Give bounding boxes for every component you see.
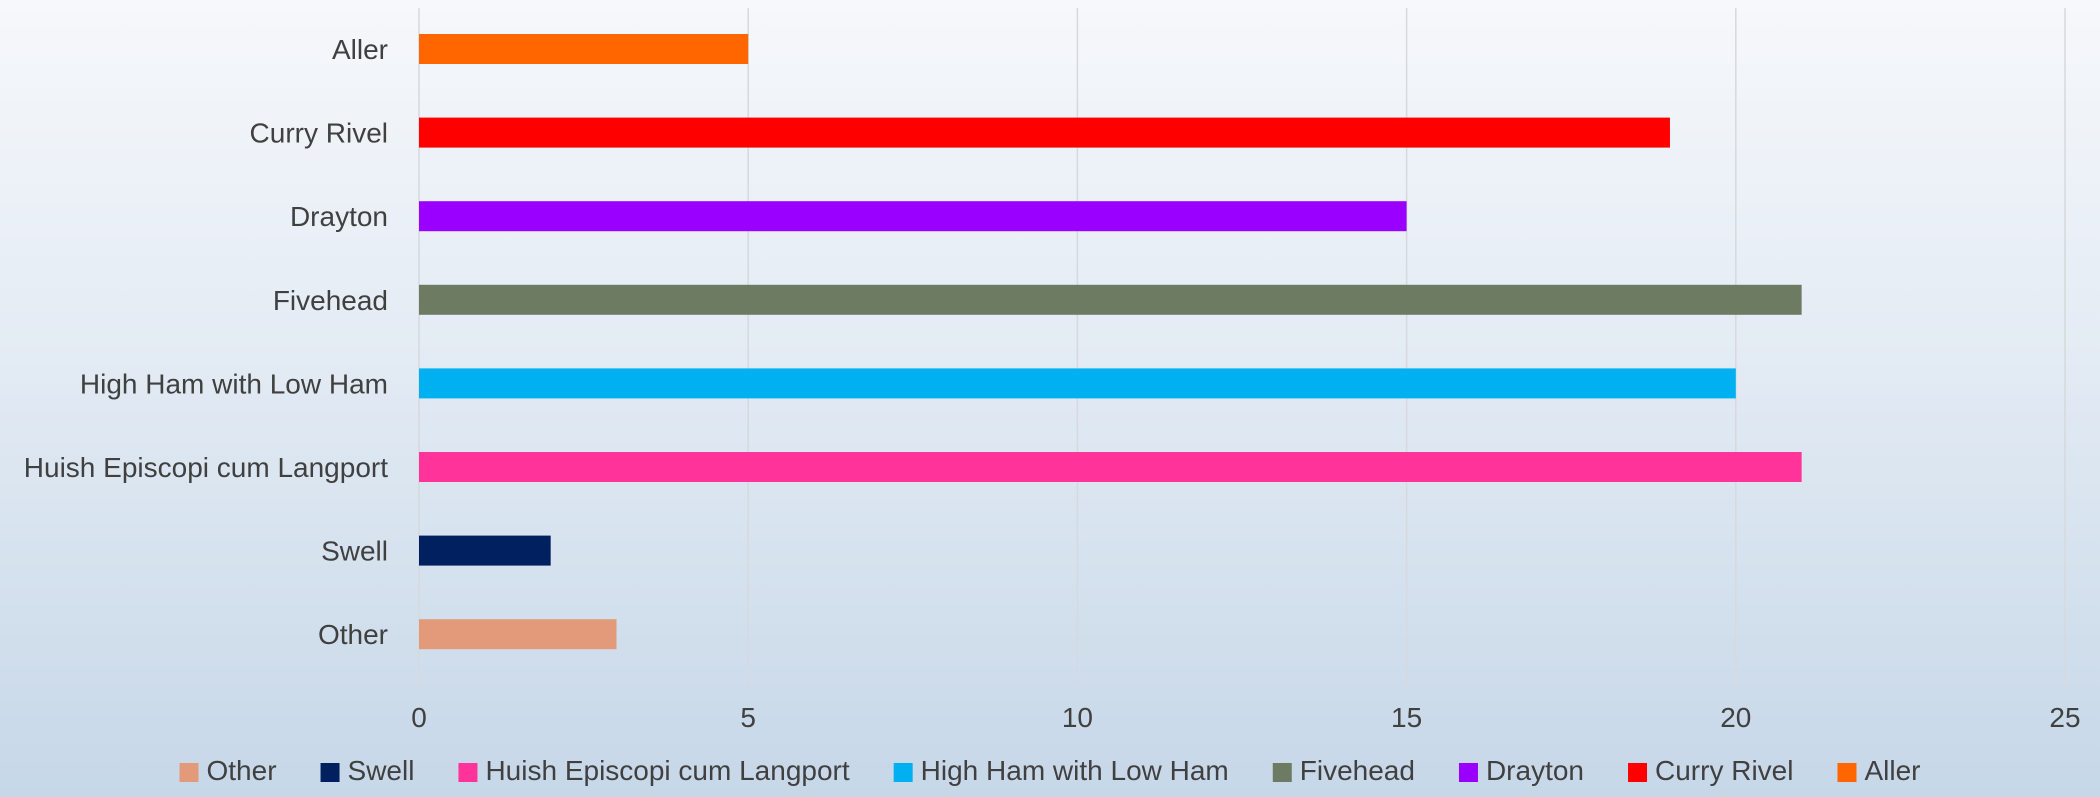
legend-item-huish-episcopi-cum-langport: Huish Episcopi cum Langport	[458, 755, 850, 786]
bar-huish-episcopi-cum-langport	[419, 452, 1802, 482]
legend-swatch-drayton	[1458, 763, 1478, 782]
category-labels: Aller Curry Rivel Drayton Fivehead High Ham …	[24, 34, 388, 650]
legend-label-huish-episcopi-cum-langport: Huish Episcopi cum Langport	[485, 755, 849, 786]
legend-swatch-aller	[1837, 763, 1857, 782]
x-tick-label-15: 15	[1391, 702, 1422, 733]
category-label-swell: Swell	[321, 536, 388, 567]
legend-label-other: Other	[207, 755, 277, 786]
bar-curry-rivel	[419, 117, 1670, 148]
x-tick-labels: 0 5 10 15 20 25	[411, 702, 2080, 733]
category-label-other: Other	[318, 619, 388, 650]
legend-label-swell: Swell	[348, 755, 415, 786]
legend-item-aller: Aller	[1837, 755, 1920, 786]
category-label-huish-episcopi-cum-langport: Huish Episcopi cum Langport	[24, 452, 388, 483]
legend-label-fivehead: Fivehead	[1300, 755, 1415, 786]
bar-drayton	[419, 201, 1407, 232]
category-label-high-ham-with-low-ham: High Ham with Low Ham	[80, 368, 388, 399]
legend-swatch-curry-rivel	[1628, 763, 1648, 782]
gridlines	[418, 8, 2066, 690]
legend-swatch-other	[179, 763, 199, 782]
legend-label-high-ham-with-low-ham: High Ham with Low Ham	[921, 755, 1229, 786]
legend-label-aller: Aller	[1864, 755, 1920, 786]
legend-item-other: Other	[179, 755, 277, 786]
bar-swell	[419, 535, 551, 566]
legend-label-curry-rivel: Curry Rivel	[1655, 755, 1793, 786]
category-label-drayton: Drayton	[290, 201, 388, 232]
category-label-aller: Aller	[332, 34, 388, 65]
x-tick-label-20: 20	[1720, 702, 1751, 733]
legend-item-high-ham-with-low-ham: High Ham with Low Ham	[893, 755, 1229, 786]
legend-item-fivehead: Fivehead	[1272, 755, 1415, 786]
legend-swatch-fivehead	[1272, 763, 1292, 782]
x-tick-label-5: 5	[740, 702, 756, 733]
legend: Other Swell Huish Episcopi cum Langport Hig…	[179, 755, 1920, 786]
bar-aller	[419, 34, 749, 64]
bar-high-ham-with-low-ham	[419, 368, 1736, 399]
category-label-fivehead: Fivehead	[273, 285, 388, 316]
x-tick-label-25: 25	[2049, 702, 2080, 733]
legend-swatch-high-ham-with-low-ham	[893, 763, 913, 782]
x-tick-label-0: 0	[411, 702, 427, 733]
bars	[419, 34, 1802, 650]
category-label-curry-rivel: Curry Rivel	[250, 118, 388, 149]
legend-item-curry-rivel: Curry Rivel	[1628, 755, 1793, 786]
legend-swatch-huish-episcopi-cum-langport	[458, 763, 478, 782]
bar-other	[419, 619, 617, 650]
x-tick-label-10: 10	[1062, 702, 1093, 733]
legend-swatch-swell	[320, 763, 340, 782]
bar-fivehead	[419, 284, 1802, 315]
legend-label-drayton: Drayton	[1486, 755, 1584, 786]
legend-item-swell: Swell	[320, 755, 415, 786]
legend-item-drayton: Drayton	[1458, 755, 1584, 786]
